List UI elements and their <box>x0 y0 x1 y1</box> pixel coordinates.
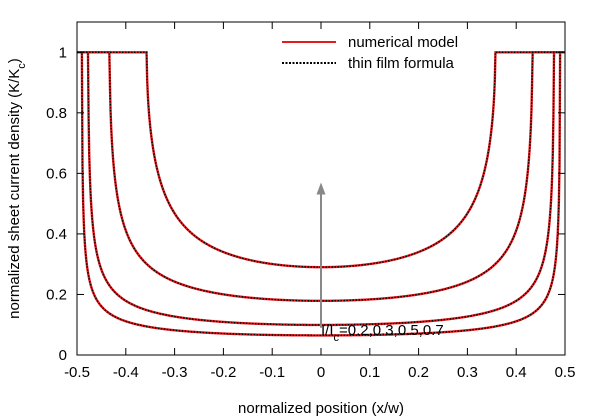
x-tick-label: -0.2 <box>210 364 236 381</box>
x-tick-label: 0.3 <box>457 364 478 381</box>
y-axis-label-close: ) <box>6 58 23 63</box>
y-axis-label-sub: c <box>16 63 28 69</box>
legend: numerical model thin film formula <box>282 34 458 72</box>
annotation-sub: c <box>334 332 340 344</box>
x-axis-label: normalized position (x/w) <box>238 400 404 417</box>
series-formula-0 <box>77 51 565 337</box>
y-tick-label: 0.6 <box>46 165 67 182</box>
y-axis-ticks: 0 0.2 0.4 0.6 0.8 1 <box>46 44 565 364</box>
x-tick-label: 0.4 <box>506 364 527 381</box>
x-tick-label: 0.5 <box>555 364 576 381</box>
y-tick-label: 0 <box>59 347 67 364</box>
x-tick-label: 0 <box>317 364 325 381</box>
x-tick-label: -0.4 <box>113 364 139 381</box>
x-tick-label: -0.3 <box>162 364 188 381</box>
y-tick-label: 1 <box>59 44 67 61</box>
y-axis-label: normalized sheet current density (K/Kc) <box>6 58 28 319</box>
x-tick-label: -0.1 <box>259 364 285 381</box>
annotation-rest: =0.2,0.3,0.5,0.7 <box>339 322 444 339</box>
y-tick-label: 0.8 <box>46 105 67 122</box>
x-tick-label: 0.2 <box>408 364 429 381</box>
annotation-arrow-head <box>316 182 326 195</box>
y-tick-label: 0.4 <box>46 226 67 243</box>
y-axis-label-main: normalized sheet current density (K/K <box>6 69 23 319</box>
x-tick-label: 0.1 <box>359 364 380 381</box>
x-axis-ticks: -0.5 -0.4 -0.3 -0.2 -0.1 0 0.1 0.2 0.3 0.4 0.5 <box>64 22 575 381</box>
annotation-main: I/I <box>321 322 334 339</box>
y-tick-label: 0.2 <box>46 286 67 303</box>
annotation-current-ratios: I/Ic=0.2,0.3,0.5,0.7 <box>321 322 444 344</box>
x-tick-label: -0.5 <box>64 364 90 381</box>
series-formula-3 <box>77 51 565 268</box>
legend-label-formula: thin film formula <box>348 55 455 72</box>
legend-label-numerical: numerical model <box>348 34 458 51</box>
